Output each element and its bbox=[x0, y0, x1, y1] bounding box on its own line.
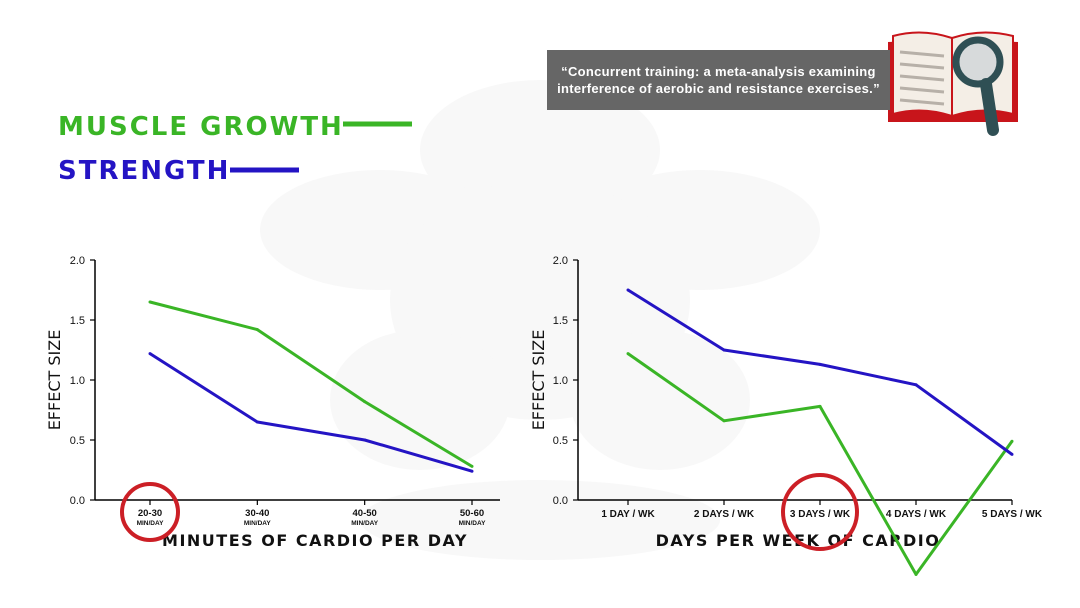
x-tick-sublabel: MIN/DAY bbox=[351, 520, 379, 527]
chart-2: 0.0 0.5 1.0 1.5 2.0 EFFECT SIZE 1 DAY / WK 2 DA… bbox=[529, 255, 1043, 576]
y-tick-label: 1.5 bbox=[553, 315, 568, 327]
data-point-strength bbox=[914, 383, 918, 387]
y-tick-label: 0.0 bbox=[70, 495, 85, 507]
watermark-icon bbox=[260, 80, 820, 560]
x-tick-label: 50-60 bbox=[460, 508, 484, 519]
x-axis-title: MINUTES OF CARDIO PER DAY bbox=[162, 531, 468, 550]
y-tick-label: 0.5 bbox=[553, 435, 568, 447]
y-tick-label: 1.0 bbox=[553, 375, 568, 387]
data-point-strength bbox=[1010, 452, 1014, 456]
x-tick-label: 40-50 bbox=[353, 508, 377, 519]
data-point-muscle-growth bbox=[722, 419, 726, 423]
data-point-muscle-growth bbox=[470, 464, 474, 468]
data-point-strength bbox=[363, 438, 367, 442]
x-tick-sublabel: MIN/DAY bbox=[459, 520, 487, 527]
highlight-circle-icon bbox=[120, 482, 180, 542]
y-tick-label: 0.0 bbox=[553, 495, 568, 507]
x-tick-label: 5 DAYS / WK bbox=[982, 509, 1043, 520]
legend-label-muscle-growth: MUSCLE GROWTH bbox=[58, 112, 344, 142]
data-point-muscle-growth bbox=[818, 404, 822, 408]
series-line-muscle-growth bbox=[149, 300, 473, 468]
citation-line-2: interference of aerobic and resistance e… bbox=[557, 81, 880, 96]
x-tick-label: 3 DAYS / WK bbox=[790, 509, 851, 520]
series-line-strength bbox=[149, 352, 473, 473]
data-point-muscle-growth bbox=[1010, 439, 1014, 443]
y-tick-label: 1.0 bbox=[70, 375, 85, 387]
data-point-strength bbox=[255, 420, 259, 424]
data-point-strength bbox=[722, 348, 726, 352]
x-tick-sublabel: MIN/DAY bbox=[244, 520, 272, 527]
x-tick-label: 30-40 bbox=[245, 508, 269, 519]
y-axis-label: EFFECT SIZE bbox=[45, 330, 64, 431]
highlight-circle-icon bbox=[781, 473, 859, 551]
data-point-strength bbox=[818, 362, 822, 366]
data-point-strength bbox=[148, 352, 152, 356]
citation-line-1: “Concurrent training: a meta-analysis ex… bbox=[561, 64, 876, 79]
y-axis-label: EFFECT SIZE bbox=[529, 330, 548, 431]
x-tick-label: 1 DAY / WK bbox=[601, 509, 655, 520]
data-point-muscle-growth bbox=[148, 300, 152, 304]
data-point-muscle-growth bbox=[363, 400, 367, 404]
data-point-strength bbox=[626, 288, 630, 292]
y-tick-label: 1.5 bbox=[70, 315, 85, 327]
book-magnifier-icon bbox=[888, 31, 1018, 136]
x-tick-sublabel: MIN/DAY bbox=[137, 520, 165, 527]
citation-box: “Concurrent training: a meta-analysis ex… bbox=[547, 50, 890, 110]
legend-label-strength: STRENGTH bbox=[58, 156, 230, 186]
data-point-muscle-growth bbox=[914, 572, 918, 576]
data-point-muscle-growth bbox=[255, 328, 259, 332]
data-point-strength bbox=[470, 469, 474, 473]
x-tick-label: 20-30 bbox=[138, 508, 162, 519]
y-tick-label: 2.0 bbox=[70, 255, 85, 267]
y-tick-label: 0.5 bbox=[70, 435, 85, 447]
y-tick-label: 2.0 bbox=[553, 255, 568, 267]
x-tick-label: 4 DAYS / WK bbox=[886, 509, 947, 520]
data-point-muscle-growth bbox=[626, 352, 630, 356]
legend: MUSCLE GROWTH STRENGTH bbox=[58, 112, 412, 186]
x-tick-label: 2 DAYS / WK bbox=[694, 509, 755, 520]
